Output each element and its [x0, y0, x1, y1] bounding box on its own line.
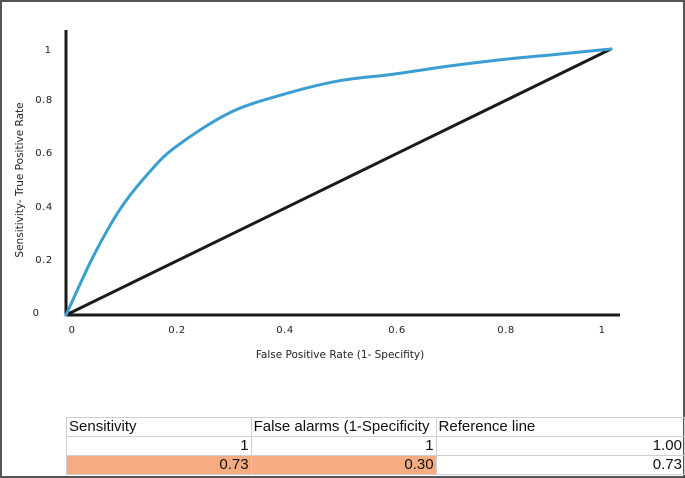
header-sensitivity: Sensitivity [66, 417, 252, 437]
svg-text:0.6: 0.6 [388, 325, 405, 336]
svg-text:0.2: 0.2 [168, 325, 185, 336]
x-tick-labels: 0 0.2 0.4 0.6 0.8 1 [69, 325, 606, 336]
header-reference-line: Reference line [435, 417, 685, 437]
cell-false-alarms: 0.30 [250, 455, 437, 475]
cell-sensitivity: 0.73 [66, 455, 252, 475]
table-row: 1 1 1.00 [66, 436, 685, 456]
values-table: Sensitivity False alarms (1-Specificity … [66, 417, 685, 475]
header-false-alarms: False alarms (1-Specificity [250, 417, 437, 437]
y-axis-label: Sensitivity- True Positive Rate [14, 102, 26, 257]
table-header-row: Sensitivity False alarms (1-Specificity … [66, 417, 685, 437]
cell-reference-line: 1.00 [435, 436, 685, 456]
reference-line [64, 47, 613, 317]
svg-text:1: 1 [599, 325, 606, 336]
svg-text:0.2: 0.2 [35, 255, 52, 266]
y-tick-labels: 1 0.8 0.6 0.4 0.2 0 [33, 45, 53, 319]
svg-text:0.8: 0.8 [497, 325, 514, 336]
svg-text:0.4: 0.4 [35, 202, 52, 213]
svg-text:0.4: 0.4 [276, 325, 293, 336]
roc-curve [64, 47, 613, 317]
cell-sensitivity: 1 [66, 436, 252, 456]
cell-false-alarms: 1 [250, 436, 437, 456]
svg-text:0: 0 [33, 308, 40, 319]
cell-reference-line: 0.73 [435, 455, 685, 475]
roc-chart: 1 0.8 0.6 0.4 0.2 0 0 0.2 0.4 0.6 0.8 1 … [14, 30, 620, 361]
svg-text:1: 1 [45, 45, 52, 56]
svg-text:0: 0 [69, 325, 76, 336]
x-axis-label: False Positive Rate (1- Specifity) [256, 349, 424, 361]
svg-text:0.6: 0.6 [35, 148, 52, 159]
svg-text:0.8: 0.8 [35, 95, 52, 106]
table-row-highlighted: 0.73 0.30 0.73 [66, 455, 685, 475]
